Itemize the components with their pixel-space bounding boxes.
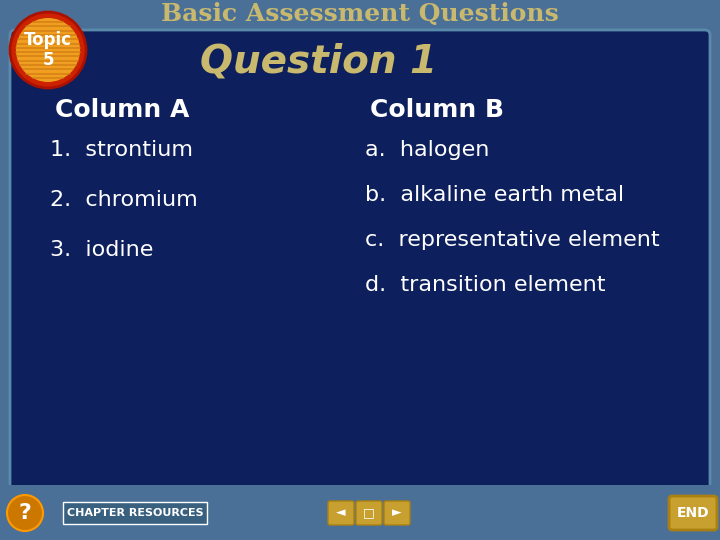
FancyBboxPatch shape (10, 30, 710, 490)
Text: Column B: Column B (370, 98, 504, 122)
Text: END: END (677, 506, 709, 520)
Text: CHAPTER RESOURCES: CHAPTER RESOURCES (67, 508, 203, 518)
FancyBboxPatch shape (0, 485, 720, 540)
Text: b.  alkaline earth metal: b. alkaline earth metal (365, 185, 624, 205)
Circle shape (16, 18, 80, 82)
Text: □: □ (363, 507, 375, 519)
FancyBboxPatch shape (63, 502, 207, 524)
Text: Topic
5: Topic 5 (24, 31, 72, 70)
Text: Basic Assessment Questions: Basic Assessment Questions (161, 2, 559, 26)
Text: ►: ► (392, 507, 402, 519)
Text: d.  transition element: d. transition element (365, 275, 606, 295)
FancyBboxPatch shape (384, 501, 410, 525)
FancyBboxPatch shape (669, 496, 717, 530)
Text: c.  representative element: c. representative element (365, 230, 660, 250)
Text: 2.  chromium: 2. chromium (50, 190, 198, 210)
Circle shape (7, 495, 43, 531)
Text: 1.  strontium: 1. strontium (50, 140, 193, 160)
Text: ◄: ◄ (336, 507, 346, 519)
Text: ?: ? (19, 503, 32, 523)
Text: Question 1: Question 1 (200, 43, 437, 81)
Text: 3.  iodine: 3. iodine (50, 240, 153, 260)
Text: a.  halogen: a. halogen (365, 140, 490, 160)
Text: Column A: Column A (55, 98, 189, 122)
FancyBboxPatch shape (328, 501, 354, 525)
FancyBboxPatch shape (356, 501, 382, 525)
Circle shape (10, 12, 86, 88)
